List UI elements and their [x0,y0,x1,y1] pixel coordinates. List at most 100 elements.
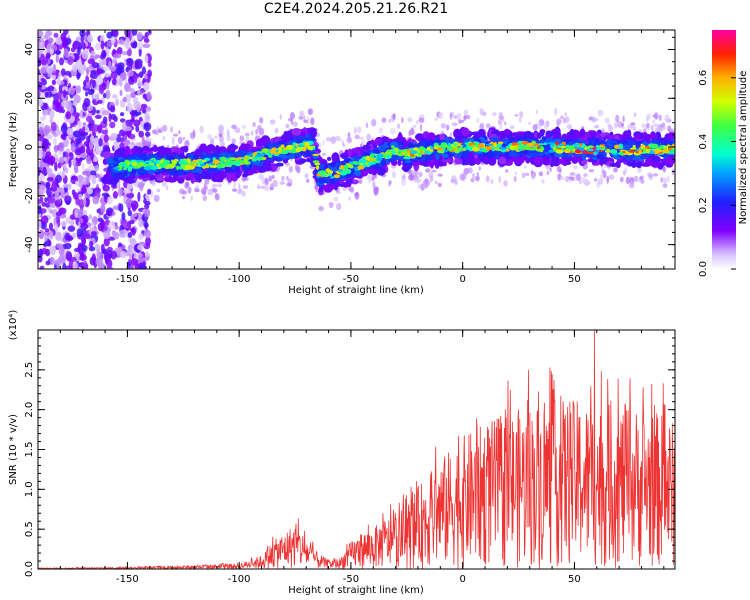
spectrogram-cell [322,140,325,147]
spectrogram-cell [339,138,342,142]
spectrogram-cell [100,34,105,44]
spectrogram-cell [126,192,135,199]
spectrogram-cell [371,118,377,127]
spectrogram-cell [76,228,84,238]
spectrogram-cell [203,154,212,158]
spectrogram-cell [162,136,166,141]
spectrogram-cell [137,191,141,202]
spectrogram-cell [111,78,117,86]
spectrogram-cell [473,141,478,145]
spectrogram-cell [126,182,133,190]
spectrogram-cell [613,122,619,127]
spectrogram-cell [460,127,470,137]
spectrogram-cell [38,204,42,215]
spectrogram-cell [65,200,71,206]
spectrogram-cell [115,67,123,75]
spectrogram-cell [495,151,501,156]
spectrogram-cell [557,159,568,165]
spectrogram-cell [144,160,153,163]
spectrogram-cell [47,177,54,182]
spectrogram-cell [472,173,475,179]
spectrogram-cell [43,125,51,135]
spectrogram-cell [336,162,342,168]
spectrogram-cell [130,258,139,266]
spectrogram-cell [548,149,555,153]
spectrogram-cell [504,121,507,125]
spectrogram-cell [592,116,596,123]
spectrogram-cell [489,137,499,142]
spectrogram-cell [179,146,189,152]
spectrogram-cell [82,122,86,127]
spectrogram-cell [662,177,668,184]
spectrogram-cell [48,196,56,204]
spectrogram-cell [658,114,662,121]
spectrogram-cell [182,196,185,200]
spectrogram-cell [218,133,223,138]
spectrogram-cell [39,174,46,182]
spectrogram-cell [470,178,475,183]
spectrogram-cell [268,155,273,158]
spectrogram-cell [73,42,79,49]
spectrogram-cell [354,192,359,197]
spectrogram-cell [117,249,121,258]
spectrogram-cell [211,183,218,188]
spectrogram-cell [102,248,106,255]
spectrogram-cell [131,30,138,36]
spectrogram-cell [539,119,545,125]
spectrogram-cell [431,169,437,173]
spectrogram-cell [433,139,442,143]
spectrogram-cell [219,141,226,147]
spectrogram-cell [306,157,311,163]
spectrogram-cell [144,75,148,80]
spectrogram-cell [634,140,644,144]
spectrogram-cell [499,122,503,130]
spectrogram-cell [620,125,625,129]
spectrogram-cell [579,128,586,139]
spectrogram-cell [239,135,244,142]
spectrogram-cell [583,173,588,177]
spectrogram-cell [195,184,200,190]
spectrogram-cell [51,79,57,86]
spectrogram-cell [388,180,391,187]
spectrogram-cell [243,161,249,165]
spectrogram-cell [660,176,663,183]
spectrogram-cell [199,125,204,134]
spectrogram-cell [467,154,475,162]
spectrogram-cell [48,37,54,44]
spectrogram-cell [150,191,154,198]
spectrogram-cell [48,222,54,231]
spectrogram-cell [476,172,479,177]
spectrogram-cell [665,157,674,164]
spectrogram-cell [112,58,117,65]
spectrogram-cell [67,56,74,66]
spectrogram-cell [609,162,618,167]
spectrogram-cell [329,178,336,185]
spectrogram-cell [70,142,76,153]
spectrogram-cell [38,89,41,99]
spectrogram-cell [588,169,595,173]
spectrogram-cell [41,201,46,207]
spectrogram-cell [340,164,344,170]
spectrogram-cell [59,57,64,66]
spectrogram-cell [108,220,116,230]
spectrogram-cell [109,105,116,113]
spectrogram-cell [156,155,162,159]
spectrogram-cell [93,137,100,147]
spectrogram-cell [524,165,527,169]
spectrogram-cell [60,68,66,77]
spectrogram-cell [95,256,103,266]
spectrogram-cell [514,157,525,165]
spectrogram-cell [101,58,107,66]
spectrogram-cell [342,187,348,191]
spectrogram-cell [613,155,620,160]
spectrogram-cell [92,195,100,205]
spectrogram-cell [109,121,116,129]
spectrogram-cell [314,162,321,166]
spectrogram-cell [298,158,307,164]
spectrogram-cell [49,256,55,266]
spectrogram-cell [73,94,81,104]
spectrogram-cell [325,137,332,142]
spectrogram-cell [92,94,97,100]
spectrogram-cell [173,168,179,174]
spectrogram-cell [514,113,519,117]
